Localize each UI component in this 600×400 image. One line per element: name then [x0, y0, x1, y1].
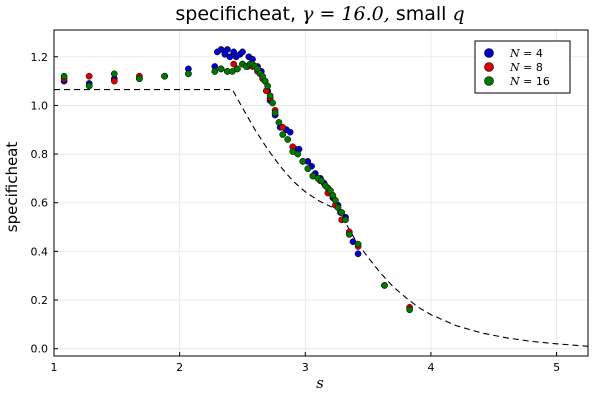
x-tick-label: 1 [51, 361, 58, 374]
legend-marker-n8 [484, 62, 494, 72]
axis-ticks: 1 2 3 4 5 0.0 0.2 0.4 0.6 0.8 1.0 1.2 [31, 51, 561, 374]
legend-label-n4-value: = 4 [520, 47, 543, 60]
y-tick-label: 1.0 [31, 99, 49, 112]
data-point-n16 [294, 150, 302, 158]
data-point-n16 [110, 70, 118, 78]
data-point-n4 [286, 128, 294, 136]
x-tick-label: 2 [176, 361, 183, 374]
data-point-n16 [299, 158, 307, 165]
chart-title-q: q [452, 3, 464, 25]
data-point-n16 [334, 204, 342, 211]
data-points [60, 46, 413, 314]
data-point-n16 [318, 177, 325, 185]
data-point-n16 [266, 92, 274, 100]
y-tick-label: 0.2 [31, 294, 49, 307]
data-point-n4 [239, 48, 246, 56]
plot-area-frame [53, 29, 589, 357]
chart-title-gamma: γ [302, 3, 314, 25]
legend-label-n16-var: N [509, 75, 520, 88]
data-point-n16 [345, 231, 353, 238]
legend-label-n16-value: = 16 [520, 75, 550, 88]
data-point-n16 [217, 65, 225, 73]
data-point-n16 [338, 209, 346, 216]
data-point-n16 [85, 82, 93, 90]
chart-title: specificheat, γ = 16.0, small q [175, 3, 464, 25]
data-point-n16 [60, 72, 68, 80]
data-point-n16 [354, 240, 362, 248]
y-tick-label: 0.8 [31, 148, 49, 161]
data-point-n16 [185, 70, 192, 78]
legend-label-n8-var: N [509, 61, 520, 74]
legend-label-n4-var: N [509, 47, 520, 60]
data-point-n16 [284, 136, 292, 143]
legend-label-n8-value: = 8 [520, 61, 543, 74]
y-axis-label: specificheat [3, 142, 21, 233]
data-point-n4 [224, 46, 231, 53]
x-tick-label: 3 [302, 361, 309, 374]
data-point-n16 [271, 109, 279, 117]
data-point-n8 [279, 123, 287, 131]
data-point-n16 [342, 216, 349, 224]
legend-label-n4: N = 4 [509, 47, 543, 60]
y-tick-label: 1.2 [31, 51, 49, 64]
data-point-n16 [161, 72, 168, 80]
x-tick-label: 5 [553, 361, 560, 374]
data-point-n16 [406, 306, 413, 314]
data-point-n16 [211, 68, 219, 75]
data-point-n4 [354, 250, 362, 258]
legend-entry-n16: N = 16 [484, 75, 550, 88]
y-tick-label: 0.6 [31, 197, 49, 210]
x-tick-label: 4 [427, 361, 434, 374]
x-axis-label: s [316, 374, 324, 392]
data-point-n8 [85, 72, 93, 80]
chart-title-prefix: specificheat, [175, 3, 302, 25]
data-point-n16 [332, 196, 339, 204]
data-point-n16 [304, 165, 312, 173]
grid [53, 30, 588, 356]
data-point-n8 [110, 77, 118, 85]
chart-title-suffix: small [396, 3, 453, 25]
legend-marker-n4 [484, 48, 494, 58]
data-point-n8 [230, 60, 238, 68]
data-point-n16 [279, 131, 287, 138]
data-point-n16 [381, 282, 388, 289]
legend-entry-n8: N = 8 [484, 61, 543, 74]
data-point-n16 [275, 119, 283, 126]
y-tick-label: 0.0 [31, 343, 49, 356]
data-point-n16 [269, 99, 276, 107]
series-n16 [60, 60, 413, 314]
legend-label-n8: N = 8 [509, 61, 543, 74]
data-point-n16 [234, 65, 241, 73]
y-tick-label: 0.4 [31, 245, 49, 258]
legend-label-n16: N = 16 [509, 75, 550, 88]
data-point-n16 [136, 75, 143, 83]
legend-marker-n16 [484, 76, 494, 86]
chart-title-gamma-value: = 16.0, [313, 3, 395, 25]
data-point-n16 [264, 82, 271, 90]
legend: N = 4 N = 8 N = 16 [474, 40, 571, 94]
legend-entry-n4: N = 4 [484, 47, 543, 60]
